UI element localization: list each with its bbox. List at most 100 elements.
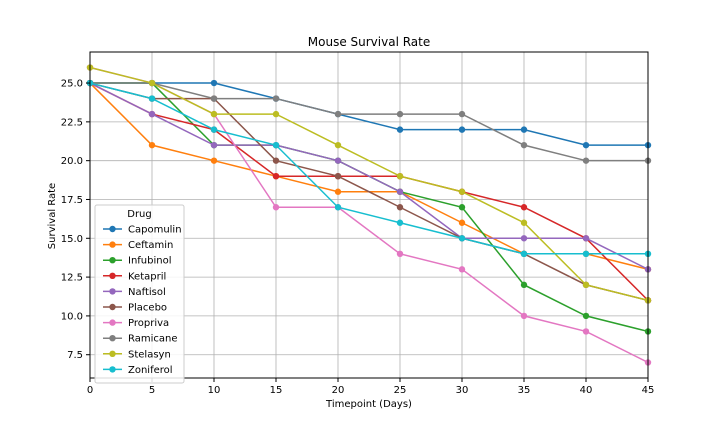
x-tick-label: 30 (456, 385, 469, 396)
data-point (210, 141, 218, 149)
data-point (272, 110, 280, 118)
data-point (520, 281, 528, 289)
x-tick-label: 10 (208, 385, 221, 396)
x-tick-label: 0 (87, 385, 93, 396)
y-tick-label: 10.0 (61, 311, 83, 322)
legend-marker (109, 303, 116, 311)
series-zoniferol (86, 79, 652, 258)
data-point (458, 110, 466, 118)
data-point (272, 172, 280, 180)
legend-label: Ceftamin (128, 240, 173, 251)
data-point (272, 95, 280, 102)
data-point (458, 219, 466, 226)
data-point (148, 79, 156, 87)
series-layer (86, 64, 652, 366)
legend-label: Ketapril (128, 271, 166, 282)
legend-marker (109, 272, 116, 279)
legend-label: Stelasyn (128, 349, 171, 360)
legend-marker (109, 288, 116, 295)
data-point (582, 235, 590, 242)
data-point (272, 157, 280, 164)
data-point (520, 126, 528, 133)
data-point (396, 250, 404, 258)
legend-marker (109, 241, 116, 248)
y-tick-label: 17.5 (61, 195, 83, 206)
data-point (582, 157, 590, 164)
data-point (210, 79, 218, 87)
x-tick-label: 40 (580, 385, 593, 396)
data-point (210, 95, 218, 102)
data-point (458, 235, 466, 242)
data-point (334, 188, 342, 195)
data-point (334, 157, 342, 164)
series-line (90, 82, 648, 146)
y-tick-label: 22.5 (61, 117, 83, 128)
data-point (148, 110, 156, 118)
legend-marker (109, 319, 116, 326)
data-point (396, 219, 404, 226)
data-point (334, 110, 342, 118)
data-point (396, 126, 404, 133)
legend-title: Drug (127, 209, 152, 220)
data-point (520, 312, 528, 320)
legend-label: Placebo (128, 303, 167, 314)
x-tick-label: 35 (518, 385, 531, 396)
legend-label: Naftisol (128, 287, 166, 298)
legend-label: Propriva (128, 318, 169, 329)
data-point (396, 188, 404, 195)
x-tick-label: 20 (332, 385, 345, 396)
x-axis-label: Timepoint (Days) (325, 399, 412, 410)
data-point (148, 141, 156, 149)
legend-label: Zoniferol (128, 365, 173, 376)
y-tick-label: 12.5 (61, 273, 83, 284)
data-point (458, 204, 466, 211)
legend-marker (109, 335, 116, 342)
y-tick-label: 7.5 (67, 350, 83, 361)
legend-label: Infubinol (128, 256, 172, 267)
data-point (396, 110, 404, 118)
data-point (520, 141, 528, 149)
data-point (272, 204, 280, 211)
legend: Drug Capomulin Ceftamin Infubinol Ketapril Na… (94, 204, 185, 384)
series-line (89, 82, 649, 271)
y-axis-label: Survival Rate (47, 183, 58, 249)
y-tick-label: 20.0 (61, 156, 83, 167)
data-point (396, 204, 404, 211)
y-tick-label: 25.0 (61, 79, 83, 90)
x-tick-label: 25 (394, 385, 407, 396)
data-point (520, 235, 528, 242)
data-point (210, 126, 218, 133)
legend-marker (109, 257, 116, 264)
tick-layer: 0 5 10 15 20 25 30 35 40 45 7.5 10.0 12.5 15.0 17.5 20.… (61, 79, 655, 396)
x-tick-label: 5 (149, 385, 155, 396)
legend-label: Ramicane (128, 334, 178, 345)
series-line (89, 82, 648, 255)
data-point (396, 172, 404, 180)
plot-frame (89, 51, 649, 379)
data-point (210, 157, 218, 164)
data-point (210, 110, 218, 118)
data-point (520, 250, 528, 258)
data-point (582, 312, 590, 320)
legend-marker (109, 225, 116, 233)
data-point (582, 250, 590, 258)
data-point (520, 204, 528, 211)
data-point (582, 328, 590, 335)
data-point (458, 188, 466, 195)
legend-label: Capomulin (128, 225, 182, 236)
x-tick-label: 45 (642, 385, 655, 396)
data-point (334, 172, 342, 180)
x-tick-label: 15 (270, 385, 283, 396)
data-point (582, 141, 590, 149)
data-point (334, 141, 342, 149)
legend-marker (109, 350, 116, 357)
data-point (458, 266, 466, 273)
data-point (582, 281, 590, 289)
data-point (148, 95, 156, 102)
series-line (90, 82, 648, 162)
y-tick-label: 15.0 (61, 234, 83, 245)
chart-title: Mouse Survival Rate (308, 35, 430, 49)
data-point (334, 204, 342, 211)
